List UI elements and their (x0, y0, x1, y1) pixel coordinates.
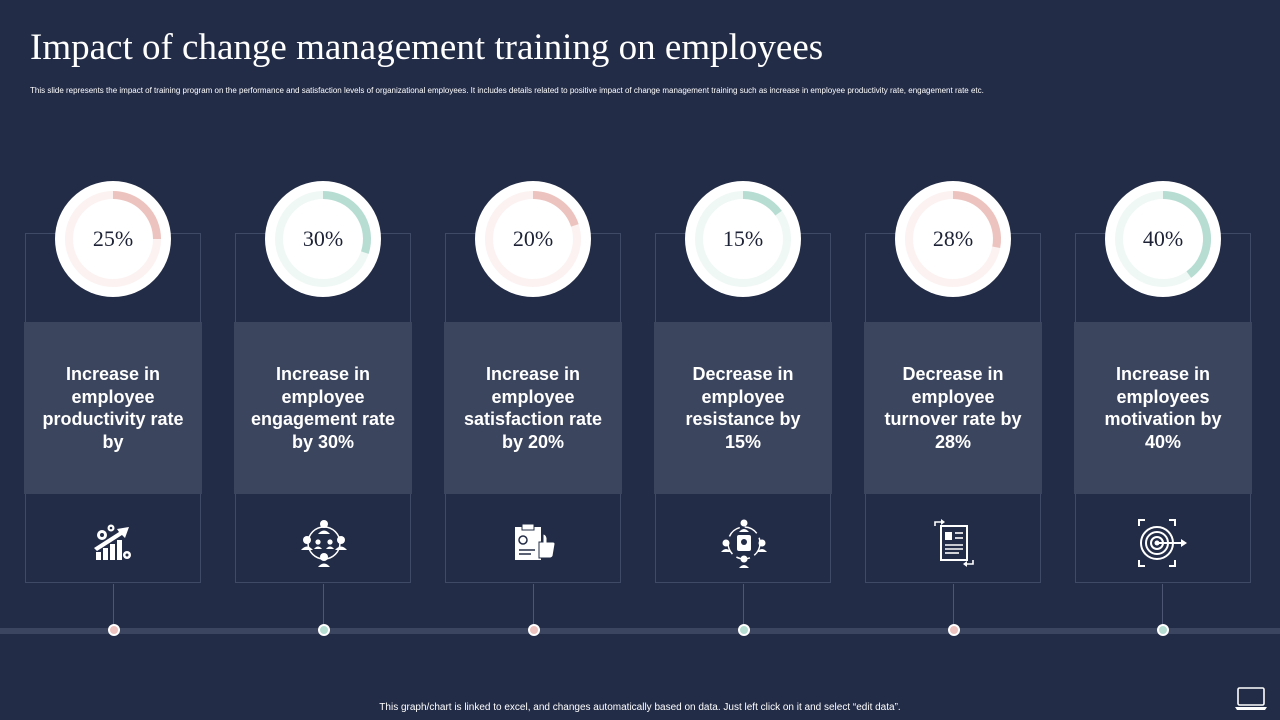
connector-line (113, 584, 114, 624)
people-cycle-icon (721, 519, 767, 568)
donut-chart-turnover (895, 181, 1011, 297)
laptop-icon (1235, 687, 1267, 710)
donut-value-label: 25% (92, 226, 134, 251)
donut-value-label: 30% (302, 226, 344, 251)
timeline-dot (738, 624, 750, 636)
timeline-dot (948, 624, 960, 636)
connector-line (323, 584, 324, 624)
connector-line (1162, 584, 1163, 624)
donut-chart-productivity (55, 181, 171, 297)
donut-value-arc (952, 191, 1001, 248)
timeline-dot (318, 624, 330, 636)
donut-value-arc (112, 191, 161, 240)
clipboard-thumbs-up-icon (515, 523, 556, 560)
card-text: Decrease in employee turnover rate by 28… (864, 322, 1042, 494)
connector-line (743, 584, 744, 624)
card-text: Increase in employees motivation by 40% (1074, 322, 1252, 494)
resume-exchange-icon (934, 519, 974, 567)
donut-value-label: 20% (512, 226, 554, 251)
team-network-icon (301, 520, 347, 567)
target-arrow-icon (1138, 519, 1187, 567)
connector-line (533, 584, 534, 624)
timeline-dot (528, 624, 540, 636)
donut-value-arc (742, 191, 782, 216)
donut-value-label: 28% (932, 226, 974, 251)
page-title: Impact of change management training on … (30, 27, 824, 68)
growth-chart-gears-icon (94, 524, 131, 560)
donut-chart-motivation (1105, 181, 1221, 297)
donut-chart-satisfaction (475, 181, 591, 297)
card-text: Decrease in employee resistance by 15% (654, 322, 832, 494)
footer-note: This graph/chart is linked to excel, and… (379, 702, 901, 713)
card-text: Increase in employee engagement rate by … (234, 322, 412, 494)
connector-line (953, 584, 954, 624)
card-text: Increase in employee satisfaction rate b… (444, 322, 622, 494)
donut-value-label: 40% (1142, 226, 1184, 251)
donut-chart-resistance (685, 181, 801, 297)
donut-chart-engagement (265, 181, 381, 297)
timeline-dot (108, 624, 120, 636)
donut-value-label: 15% (722, 226, 764, 251)
timeline-bar (0, 628, 1280, 634)
timeline-dot (1157, 624, 1169, 636)
donut-value-arc (532, 191, 579, 227)
page-subtitle: This slide represents the impact of trai… (30, 86, 984, 95)
card-text: Increase in employee productivity rate b… (24, 322, 202, 494)
donut-value-arc (322, 191, 371, 254)
donut-value-arc (1162, 191, 1211, 278)
